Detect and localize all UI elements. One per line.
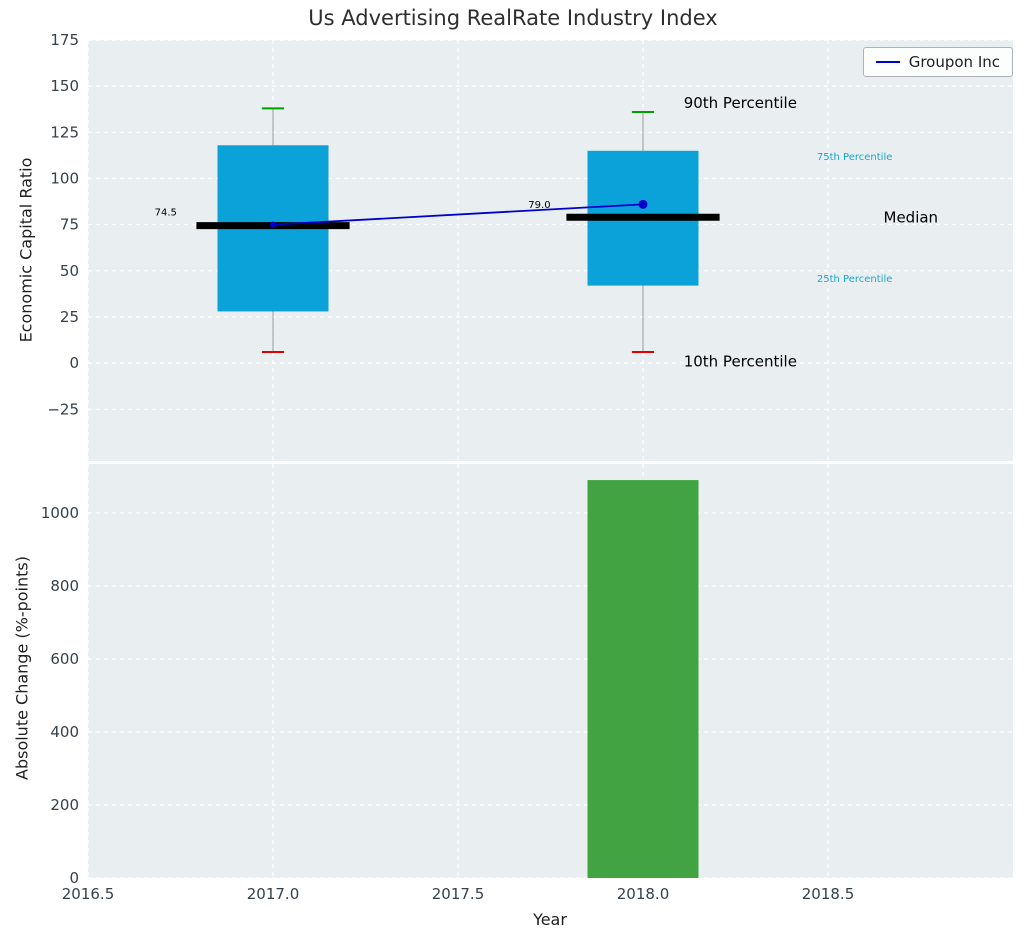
bottom-chart-bar: 0 200 400 600 800 1000 2016.5 2017.0 2017.5 2018.… <box>41 464 1013 903</box>
box-group-2017 <box>196 107 350 354</box>
company-line <box>272 203 644 226</box>
legend: Groupon Inc <box>862 47 1013 77</box>
annotation-text: Median <box>884 209 939 227</box>
svg-text:75: 75 <box>60 216 79 234</box>
svg-text:800: 800 <box>50 577 79 595</box>
svg-text:600: 600 <box>50 650 79 668</box>
top-chart-boxplot: −25 0 25 50 75 100 125 150 175 74.5 79.0 90th Perce… <box>47 31 1013 461</box>
svg-text:200: 200 <box>50 796 79 814</box>
box-group-2018 <box>566 111 720 354</box>
annotations: 74.5 79.0 90th Percentile 75th Percentile Me… <box>155 94 938 371</box>
tick-labels: −25 0 25 50 75 100 125 150 175 <box>47 31 79 418</box>
annotation-text: 74.5 <box>155 207 177 218</box>
change-bar <box>587 480 699 878</box>
annotation-text: 75th Percentile <box>817 152 893 163</box>
legend-line-swatch <box>875 61 900 63</box>
svg-text:150: 150 <box>50 77 79 95</box>
annotation-text: 90th Percentile <box>684 94 797 112</box>
svg-text:175: 175 <box>50 31 79 49</box>
plot-background <box>88 464 1013 878</box>
annotation-text: 79.0 <box>528 200 550 211</box>
company-marker <box>638 199 648 209</box>
gridlines <box>87 464 1013 879</box>
company-marker <box>270 221 276 228</box>
svg-text:2018.5: 2018.5 <box>802 885 855 903</box>
svg-text:2016.5: 2016.5 <box>62 885 115 903</box>
svg-text:125: 125 <box>50 123 79 141</box>
annotation-text: 25th Percentile <box>817 274 893 285</box>
svg-text:1000: 1000 <box>41 504 79 522</box>
svg-text:400: 400 <box>50 723 79 741</box>
svg-text:2018.0: 2018.0 <box>617 885 670 903</box>
svg-text:2017.0: 2017.0 <box>247 885 300 903</box>
legend-label: Groupon Inc <box>908 53 1000 71</box>
svg-text:25: 25 <box>60 308 79 326</box>
annotation-text: 10th Percentile <box>684 353 797 371</box>
svg-text:50: 50 <box>60 262 79 280</box>
x-axis-label: Year <box>533 910 567 929</box>
tick-labels: 0 200 400 600 800 1000 2016.5 2017.0 2017.5 2018.… <box>41 504 854 903</box>
svg-text:−25: −25 <box>47 400 79 418</box>
svg-text:0: 0 <box>69 354 79 372</box>
svg-text:100: 100 <box>50 169 79 187</box>
chart-title: Us Advertising RealRate Industry Index <box>308 6 718 30</box>
svg-text:2017.5: 2017.5 <box>432 885 485 903</box>
svg-text:0: 0 <box>69 869 79 887</box>
